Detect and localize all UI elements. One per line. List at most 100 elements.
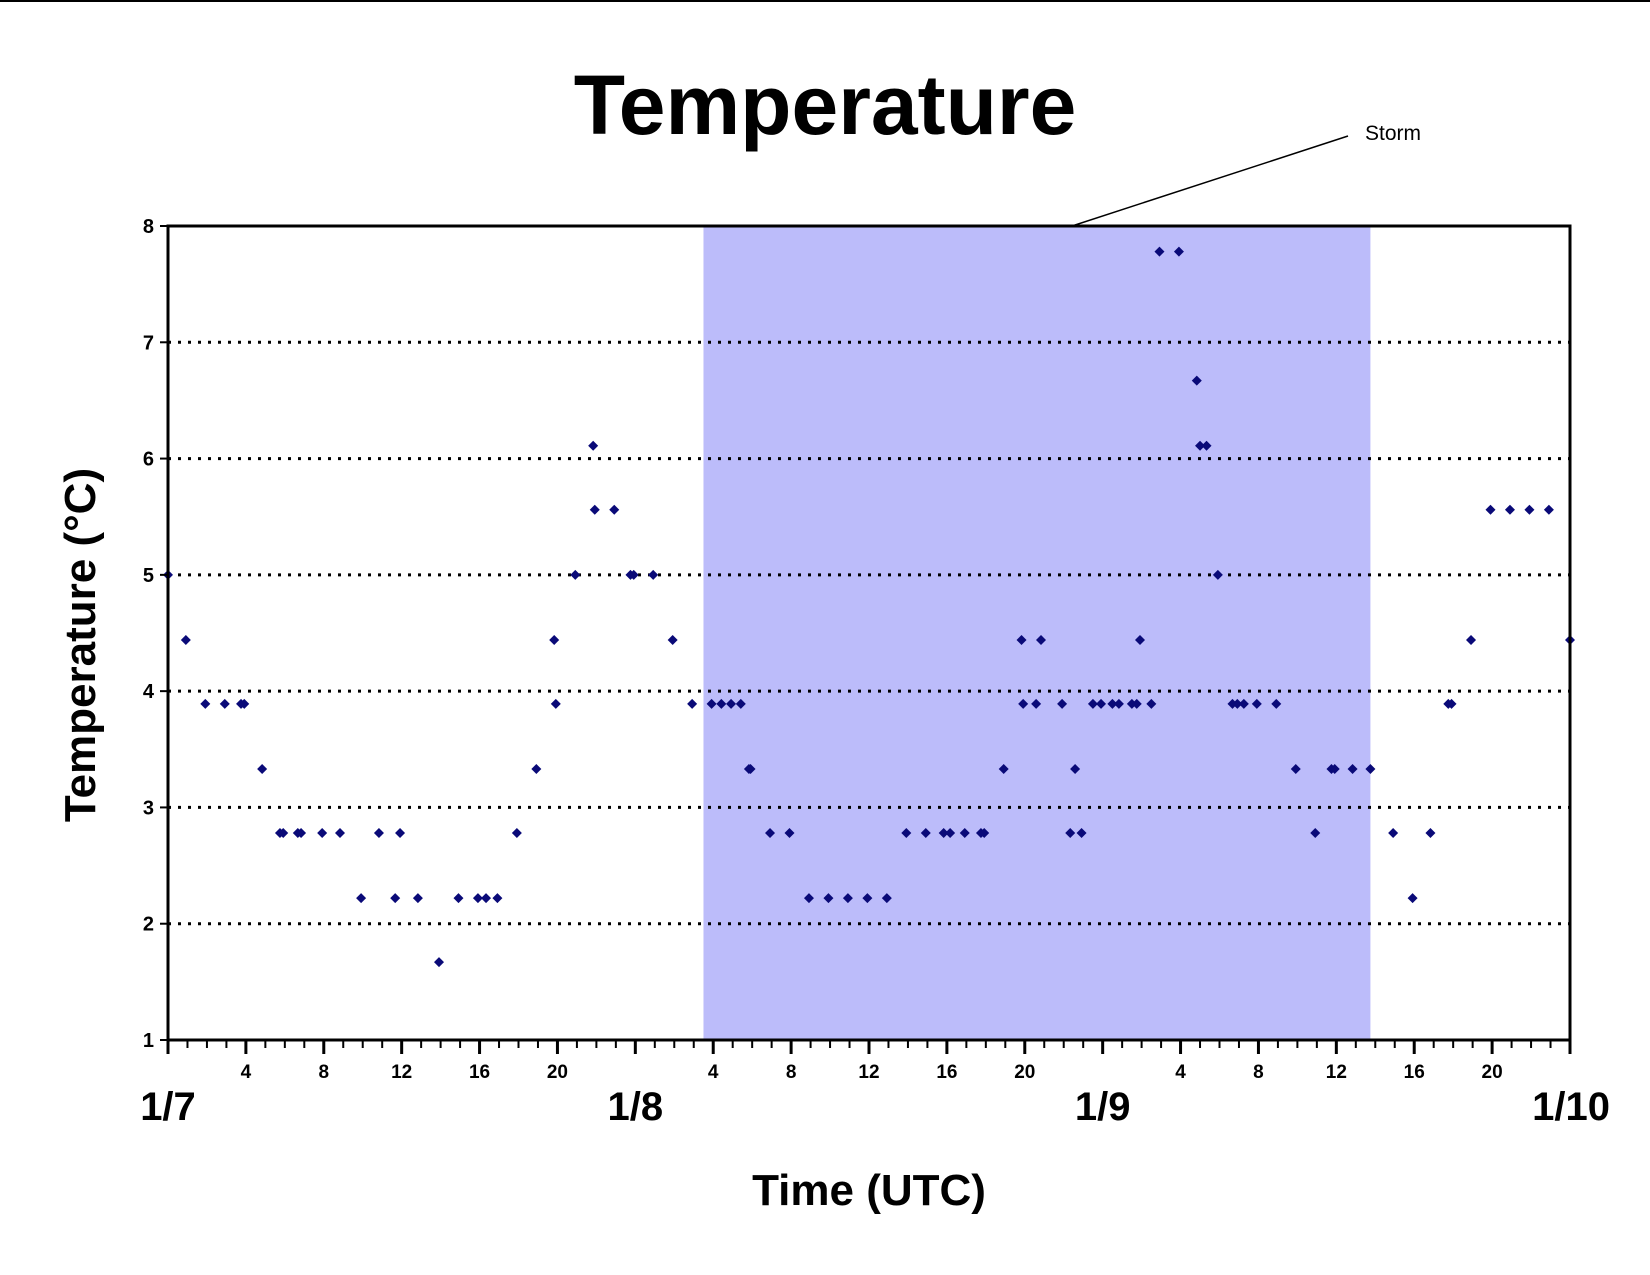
data-point <box>1087 698 1098 709</box>
data-point <box>1543 504 1554 515</box>
data-point <box>1096 698 1107 709</box>
data-point <box>1329 764 1340 775</box>
data-point <box>395 828 406 839</box>
data-point <box>959 828 970 839</box>
data-point <box>1113 698 1124 709</box>
data-point <box>920 828 931 839</box>
data-point <box>938 828 949 839</box>
data-point <box>453 893 464 904</box>
data-point <box>1173 246 1184 257</box>
data-point <box>648 569 659 580</box>
data-point <box>687 698 698 709</box>
data-point <box>1134 634 1145 645</box>
x-day-label: 1/7 <box>140 1085 196 1129</box>
y-axis-ticks: 1 2 3 4 5 6 7 8 <box>143 216 168 1052</box>
x-tick-label: 20 <box>1482 1062 1503 1083</box>
data-point <box>589 504 600 515</box>
data-point <box>356 893 367 904</box>
data-point <box>979 828 990 839</box>
data-point <box>998 764 1009 775</box>
data-point <box>716 698 727 709</box>
x-tick-label: 12 <box>391 1062 412 1083</box>
data-point <box>1388 828 1399 839</box>
x-tick-label: 4 <box>241 1062 252 1083</box>
data-point <box>180 634 191 645</box>
data-point <box>1201 440 1212 451</box>
data-point <box>706 698 717 709</box>
data-point <box>735 698 746 709</box>
x-tick-label: 20 <box>547 1062 568 1083</box>
data-point <box>1425 828 1436 839</box>
x-tick-label: 8 <box>1253 1062 1264 1083</box>
y-tick-label: 1 <box>143 1030 154 1052</box>
y-tick-label: 2 <box>143 914 154 936</box>
data-point <box>803 893 814 904</box>
x-tick-label: 8 <box>786 1062 797 1083</box>
data-point <box>1146 698 1157 709</box>
storm-shaded-region <box>703 226 1371 1040</box>
data-point <box>1271 698 1282 709</box>
data-point <box>1036 634 1047 645</box>
data-point <box>1446 698 1457 709</box>
y-tick-label: 3 <box>143 797 154 819</box>
data-point <box>511 828 522 839</box>
data-point <box>1347 764 1358 775</box>
x-tick-label: 20 <box>1014 1062 1035 1083</box>
data-point <box>609 504 620 515</box>
x-tick-label: 16 <box>936 1062 957 1083</box>
data-points <box>163 246 1575 968</box>
y-tick-label: 4 <box>143 681 155 703</box>
data-point <box>1524 504 1535 515</box>
x-axis-ticks: 4 8 12 16 20 4 8 12 16 20 4 8 12 16 20 1/7 1/8 1/9 1/10 <box>140 1040 1610 1129</box>
x-tick-label: 12 <box>1326 1062 1347 1083</box>
data-point <box>1407 893 1418 904</box>
data-point <box>373 828 384 839</box>
data-point <box>492 893 503 904</box>
data-point <box>317 828 328 839</box>
data-point <box>1031 698 1042 709</box>
data-point <box>1154 246 1165 257</box>
data-point <box>1070 764 1081 775</box>
data-point <box>784 828 795 839</box>
chart-title: Temperature <box>574 58 1077 152</box>
data-point <box>1310 828 1321 839</box>
data-point <box>335 828 346 839</box>
data-point <box>1365 764 1376 775</box>
data-point <box>1131 698 1142 709</box>
top-border-line <box>0 0 1650 2</box>
data-point <box>239 698 250 709</box>
data-point <box>588 440 599 451</box>
data-point <box>570 569 581 580</box>
data-point <box>550 698 561 709</box>
x-tick-label: 4 <box>1175 1062 1186 1083</box>
data-point <box>200 698 211 709</box>
data-point <box>745 764 756 775</box>
x-tick-label: 4 <box>708 1062 719 1083</box>
data-point <box>1018 698 1029 709</box>
data-point <box>1212 569 1223 580</box>
data-point <box>278 828 289 839</box>
data-point <box>842 893 853 904</box>
data-point <box>412 893 423 904</box>
data-point <box>433 957 444 968</box>
data-point <box>296 828 307 839</box>
storm-annotation-leader <box>1071 135 1349 227</box>
data-point <box>881 893 892 904</box>
data-point <box>1251 698 1262 709</box>
data-point <box>531 764 542 775</box>
data-point <box>628 569 639 580</box>
x-day-label: 1/9 <box>1075 1085 1131 1129</box>
x-day-label: 1/8 <box>608 1085 664 1129</box>
x-tick-label: 12 <box>858 1062 879 1083</box>
data-point <box>1057 698 1068 709</box>
x-tick-label: 16 <box>469 1062 490 1083</box>
data-point <box>257 764 268 775</box>
data-point <box>1466 634 1477 645</box>
data-point <box>1195 440 1206 451</box>
x-tick-label: 8 <box>318 1062 329 1083</box>
y-tick-label: 6 <box>143 449 154 471</box>
data-point <box>1485 504 1496 515</box>
data-point <box>390 893 401 904</box>
data-point <box>1065 828 1076 839</box>
